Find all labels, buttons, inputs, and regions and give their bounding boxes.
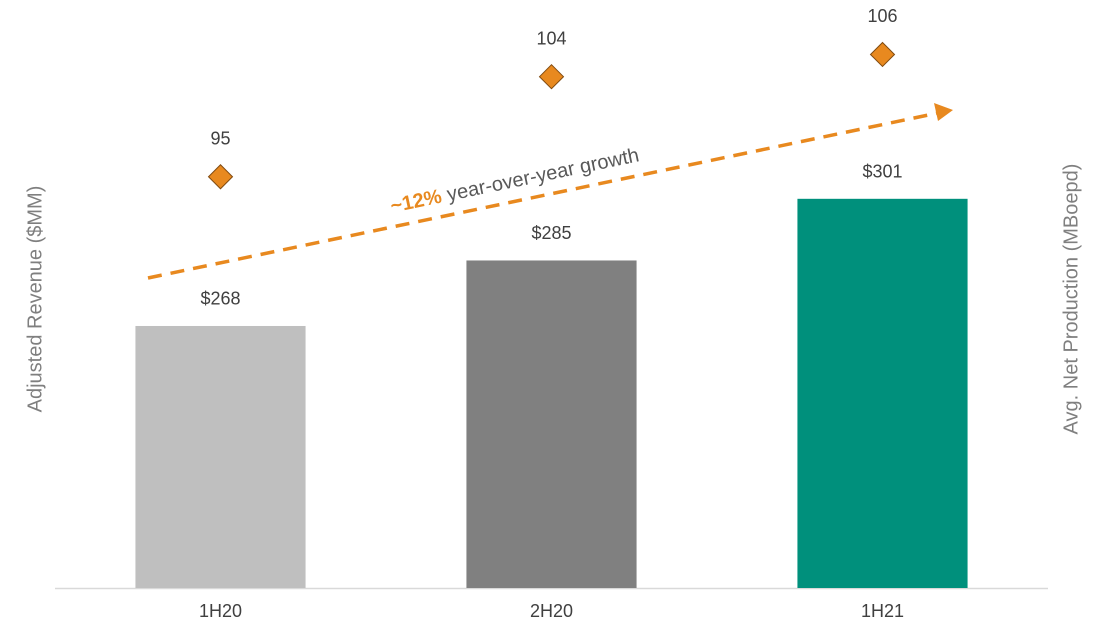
data-label: 106 [867,6,897,26]
data-label: $301 [862,162,902,182]
x-tick-label: 1H21 [861,601,904,621]
x-tick-label: 1H20 [199,601,242,621]
bar [466,260,637,588]
diamond-marker [538,63,565,90]
bar [135,325,306,588]
data-label: $268 [200,289,240,309]
x-tick-label: 2H20 [530,601,573,621]
data-label: $285 [531,223,571,243]
diamond-marker [207,164,234,190]
y-axis-label: Adjusted Revenue ($MM) [24,186,46,413]
arrow-head [934,103,953,121]
diamond-marker [869,41,896,68]
y2-axis-label: Avg. Net Production (MBoepd) [1060,164,1082,435]
trend-arrow [147,111,939,280]
data-label: 95 [210,128,230,148]
bar [797,198,968,588]
annotation-percent: ~12% [389,186,444,218]
data-label: 104 [536,28,566,48]
